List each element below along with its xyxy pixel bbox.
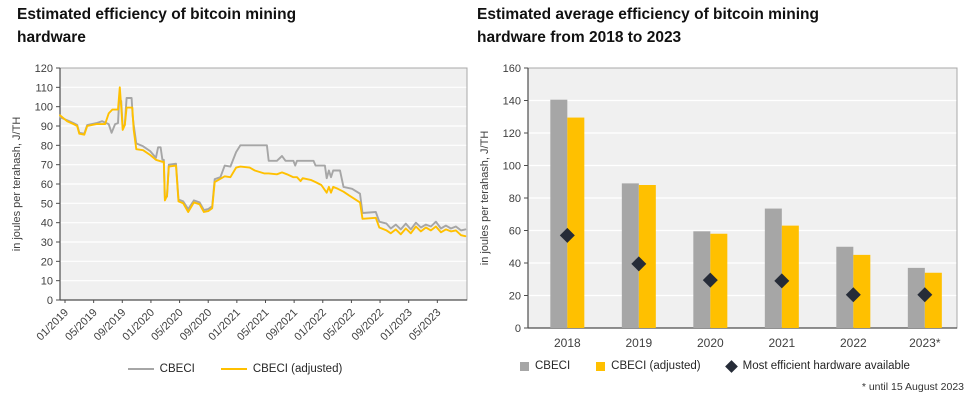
svg-text:0: 0 xyxy=(515,323,521,335)
legend-label: CBECI xyxy=(535,360,571,372)
svg-text:60: 60 xyxy=(41,179,53,191)
svg-text:80: 80 xyxy=(509,193,521,205)
svg-text:120: 120 xyxy=(35,63,53,75)
cbeci-square-swatch xyxy=(520,361,529,371)
svg-text:2021: 2021 xyxy=(768,336,795,350)
svg-text:in joules per terahash, J/TH: in joules per terahash, J/TH xyxy=(479,131,491,266)
svg-text:50: 50 xyxy=(41,198,53,210)
legend-item-cbeci-adjusted-bar: CBECI (adjusted) xyxy=(596,360,701,372)
svg-text:90: 90 xyxy=(41,121,53,133)
legend-item-cbeci: CBECI xyxy=(127,363,195,375)
legend-label: Most efficient hardware available xyxy=(742,360,910,372)
svg-text:05/2023: 05/2023 xyxy=(407,307,444,344)
cbeci-adjusted-line-swatch xyxy=(220,367,247,371)
legend-item-cbeci-adjusted: CBECI (adjusted) xyxy=(220,363,343,375)
line-chart-legend: CBECI CBECI (adjusted) xyxy=(30,363,440,375)
line-chart-title: Estimated efficiency of bitcoin mining h… xyxy=(17,6,297,46)
svg-text:0: 0 xyxy=(47,295,53,307)
bar-chart-legend: CBECI CBECI (adjusted) Most efficient ha… xyxy=(520,359,910,373)
legend-item-cbeci-bar: CBECI xyxy=(520,360,570,372)
svg-text:2023*: 2023* xyxy=(909,336,941,350)
diamond-swatch xyxy=(724,359,738,373)
svg-text:2022: 2022 xyxy=(840,336,867,350)
svg-text:20: 20 xyxy=(41,256,53,268)
svg-text:30: 30 xyxy=(41,237,53,249)
svg-text:40: 40 xyxy=(41,218,53,230)
svg-text:80: 80 xyxy=(41,140,53,152)
legend-item-most-efficient: Most efficient hardware available xyxy=(724,359,910,373)
bar-chart-title: Estimated average efficiency of bitcoin … xyxy=(477,6,819,46)
svg-text:70: 70 xyxy=(41,160,53,172)
svg-text:160: 160 xyxy=(503,63,521,75)
svg-text:120: 120 xyxy=(503,128,521,140)
legend-label: CBECI xyxy=(159,363,195,375)
svg-text:2018: 2018 xyxy=(554,336,581,350)
svg-text:20: 20 xyxy=(509,291,521,303)
svg-text:in joules per terahash, J/TH: in joules per terahash, J/TH xyxy=(11,117,23,252)
svg-text:110: 110 xyxy=(35,82,53,94)
svg-text:140: 140 xyxy=(503,96,521,108)
svg-text:40: 40 xyxy=(509,258,521,270)
legend-label: CBECI (adjusted) xyxy=(611,360,701,372)
footnote: * until 15 August 2023 xyxy=(861,381,964,393)
svg-text:100: 100 xyxy=(503,161,521,173)
svg-text:100: 100 xyxy=(35,102,53,114)
svg-text:60: 60 xyxy=(509,226,521,238)
svg-text:2020: 2020 xyxy=(697,336,724,350)
cbeci-adjusted-square-swatch xyxy=(596,361,606,371)
svg-text:10: 10 xyxy=(41,276,53,288)
legend-label: CBECI (adjusted) xyxy=(252,363,343,375)
svg-text:2019: 2019 xyxy=(625,336,652,350)
cbeci-line-swatch xyxy=(127,367,154,371)
